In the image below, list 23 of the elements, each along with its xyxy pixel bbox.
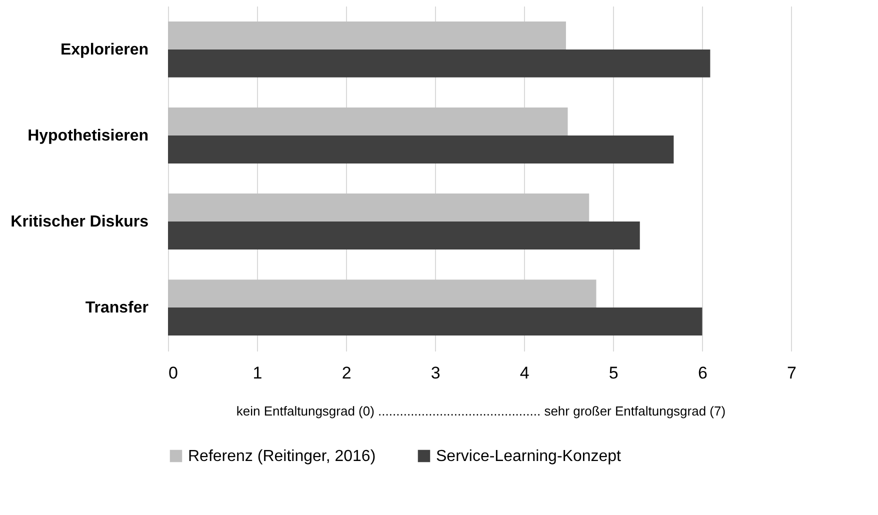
- x-tick-label: 4: [520, 364, 530, 382]
- bar: [168, 280, 596, 308]
- bar: [168, 108, 568, 136]
- x-tick-label: 3: [430, 364, 440, 382]
- x-tick-label: 1: [252, 364, 262, 382]
- y-tick-label: Explorieren: [60, 41, 148, 58]
- bar: [168, 222, 640, 250]
- legend-label: Referenz (Reitinger, 2016): [188, 448, 376, 465]
- x-tick-label: 5: [608, 364, 618, 382]
- legend-label: Service-Learning-Konzept: [436, 448, 622, 465]
- bar: [168, 308, 702, 336]
- x-axis-title: kein Entfaltungsgrad (0) ............................................. sehr großer Entfaltungsgrad (7): [236, 404, 726, 418]
- x-tick-label: 7: [786, 364, 796, 382]
- y-tick-label: Hypothetisieren: [28, 127, 148, 144]
- y-tick-label: Kritischer Diskurs: [10, 214, 149, 231]
- x-tick-label: 0: [168, 364, 178, 382]
- bar: [168, 194, 590, 222]
- x-tick-label: 6: [698, 364, 708, 382]
- bar: [168, 49, 710, 78]
- bar: [168, 21, 566, 50]
- y-tick-label: Transfer: [85, 300, 148, 317]
- bar: [168, 135, 674, 164]
- x-tick-label: 2: [342, 364, 352, 382]
